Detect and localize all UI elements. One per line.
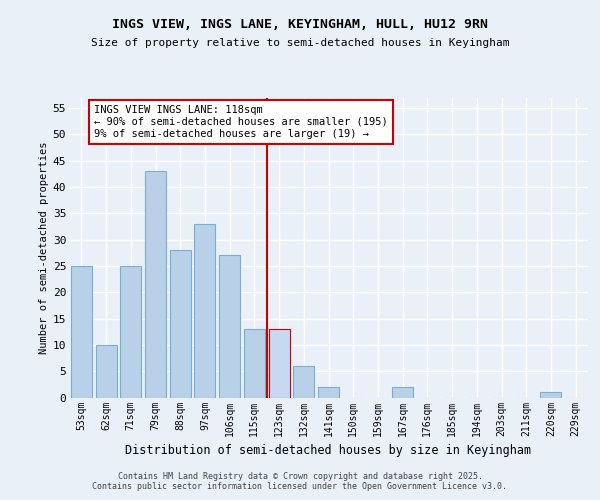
Bar — [145, 171, 166, 398]
Bar — [194, 224, 215, 398]
Bar — [95, 345, 116, 398]
X-axis label: Distribution of semi-detached houses by size in Keyingham: Distribution of semi-detached houses by … — [125, 444, 532, 457]
Bar — [269, 329, 290, 398]
Bar — [170, 250, 191, 398]
Text: Contains HM Land Registry data © Crown copyright and database right 2025.
Contai: Contains HM Land Registry data © Crown c… — [92, 472, 508, 491]
Text: Size of property relative to semi-detached houses in Keyingham: Size of property relative to semi-detach… — [91, 38, 509, 48]
Bar — [318, 387, 339, 398]
Text: INGS VIEW INGS LANE: 118sqm
← 90% of semi-detached houses are smaller (195)
9% o: INGS VIEW INGS LANE: 118sqm ← 90% of sem… — [94, 106, 388, 138]
Bar — [541, 392, 562, 398]
Bar — [244, 329, 265, 398]
Bar — [71, 266, 92, 398]
Y-axis label: Number of semi-detached properties: Number of semi-detached properties — [38, 141, 49, 354]
Bar — [219, 256, 240, 398]
Bar — [293, 366, 314, 398]
Bar — [120, 266, 141, 398]
Bar — [392, 387, 413, 398]
Text: INGS VIEW, INGS LANE, KEYINGHAM, HULL, HU12 9RN: INGS VIEW, INGS LANE, KEYINGHAM, HULL, H… — [112, 18, 488, 30]
